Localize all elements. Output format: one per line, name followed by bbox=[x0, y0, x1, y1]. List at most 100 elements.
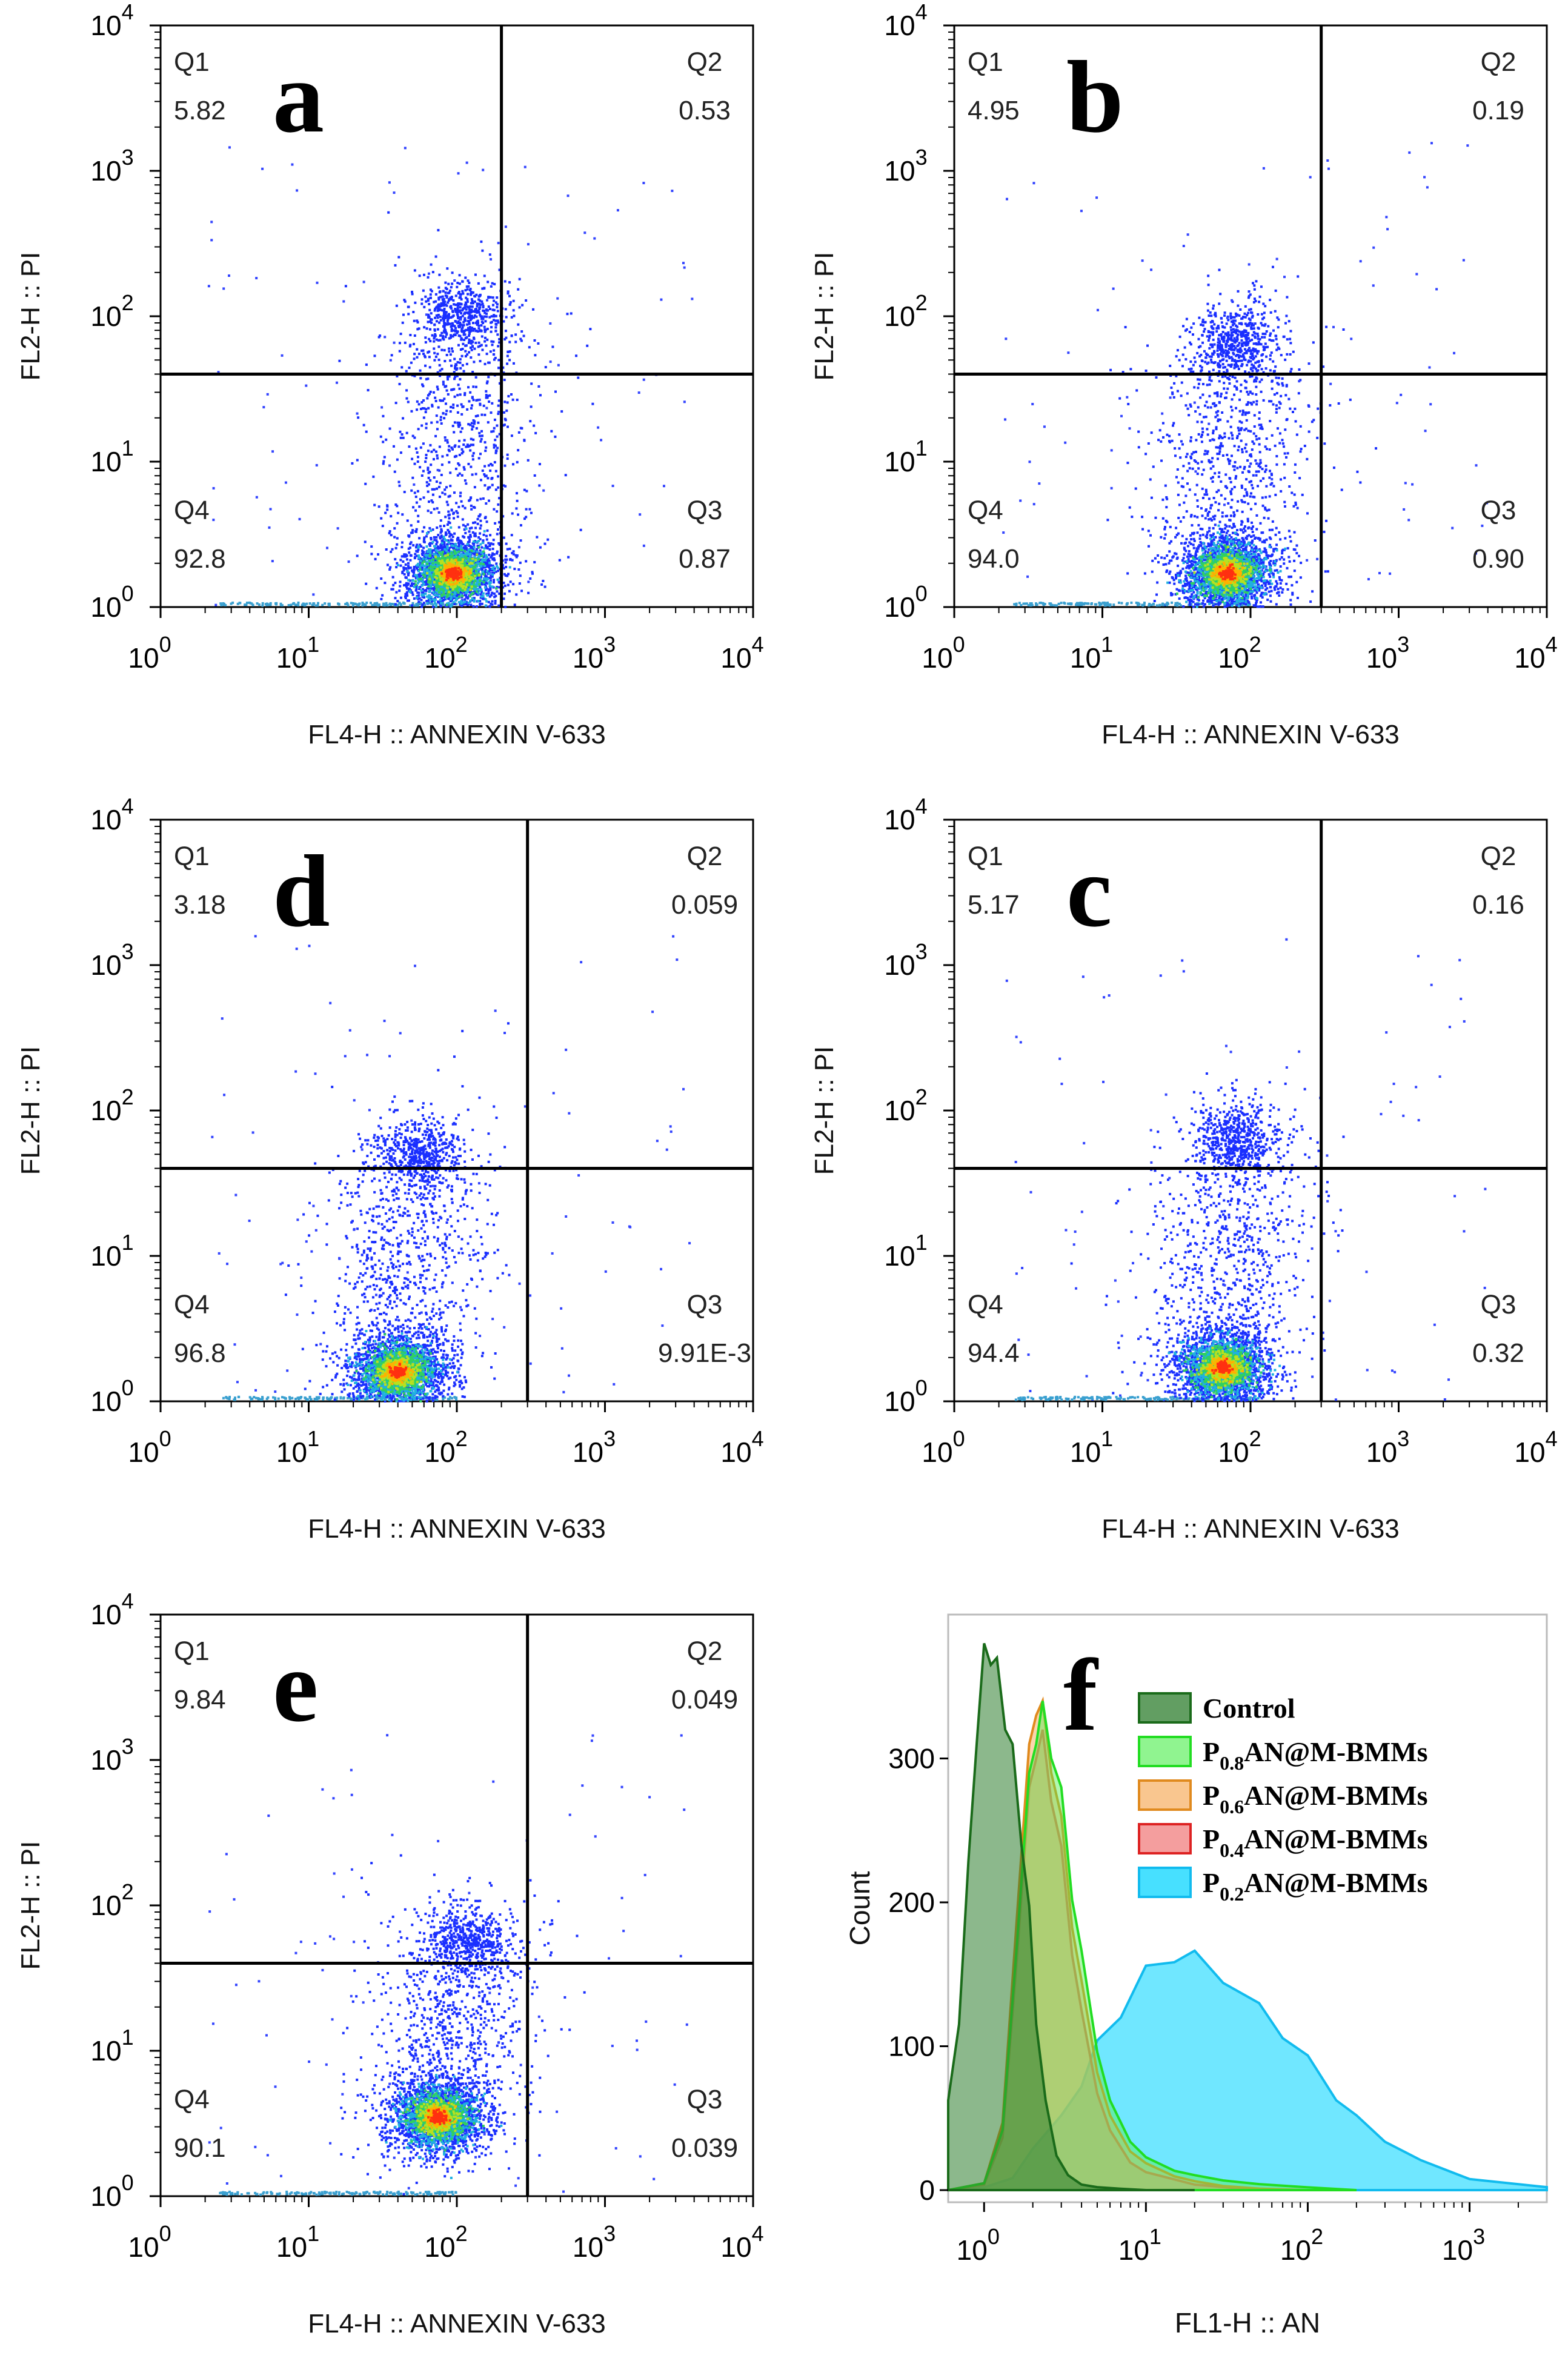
event-dot-dense bbox=[421, 562, 424, 565]
event-dot bbox=[507, 573, 510, 576]
event-dot-dense bbox=[484, 604, 487, 607]
event-dot-dense bbox=[488, 562, 491, 565]
event-dot bbox=[436, 428, 439, 431]
event-dot bbox=[435, 338, 438, 341]
event-dot bbox=[453, 325, 456, 328]
event-dot bbox=[437, 406, 440, 409]
event-dot bbox=[473, 300, 476, 303]
event-dot-dense bbox=[447, 503, 450, 506]
event-dot bbox=[314, 604, 317, 607]
event-dot bbox=[435, 320, 438, 323]
event-dot bbox=[365, 582, 368, 585]
event-dot-dense bbox=[395, 591, 398, 594]
event-dot-dense bbox=[436, 553, 439, 556]
event-dot-dense bbox=[486, 565, 489, 568]
event-dot bbox=[438, 496, 441, 499]
event-dot bbox=[274, 602, 277, 605]
event-dot bbox=[496, 590, 499, 593]
event-dot bbox=[437, 228, 440, 231]
event-dot bbox=[426, 484, 429, 487]
event-dot bbox=[474, 314, 477, 317]
event-dot-dense bbox=[430, 582, 433, 585]
event-dot bbox=[454, 333, 457, 336]
event-dot bbox=[456, 367, 459, 370]
event-dot bbox=[437, 345, 440, 348]
event-dot bbox=[422, 349, 425, 352]
event-dot-dense bbox=[447, 591, 450, 594]
event-dot bbox=[469, 497, 472, 500]
event-dot bbox=[461, 290, 464, 293]
event-dot bbox=[437, 309, 440, 312]
event-dot bbox=[485, 446, 488, 449]
event-dot-dense bbox=[477, 557, 480, 560]
event-dot-dense bbox=[485, 582, 488, 585]
event-dot-dense bbox=[479, 524, 482, 527]
event-dot bbox=[491, 282, 494, 285]
event-dot bbox=[365, 601, 368, 604]
event-dot bbox=[459, 358, 462, 361]
event-dot-dense bbox=[416, 591, 419, 594]
event-dot bbox=[462, 466, 465, 469]
event-dot-dense bbox=[438, 551, 441, 554]
event-dot bbox=[487, 376, 490, 379]
event-dot-dense bbox=[487, 570, 490, 573]
event-dot-dense bbox=[485, 538, 488, 541]
event-dot bbox=[436, 371, 439, 374]
event-dot-dense bbox=[471, 583, 474, 586]
event-dot bbox=[425, 481, 428, 484]
event-dot bbox=[436, 468, 439, 471]
event-dot bbox=[445, 353, 448, 356]
event-dot bbox=[445, 304, 448, 307]
event-dot bbox=[416, 490, 419, 493]
event-dot-dense bbox=[460, 600, 463, 603]
event-dot bbox=[443, 543, 446, 546]
event-dot bbox=[490, 430, 493, 433]
event-dot bbox=[439, 290, 442, 293]
event-dot bbox=[404, 300, 407, 303]
event-dot-dense bbox=[408, 546, 411, 549]
event-dot bbox=[435, 480, 438, 483]
event-dot bbox=[324, 602, 327, 605]
event-dot-dense bbox=[425, 535, 428, 538]
event-dot bbox=[487, 296, 490, 299]
event-dot-dense bbox=[488, 595, 491, 598]
event-dot bbox=[485, 382, 488, 385]
event-dot bbox=[417, 456, 420, 459]
event-dot bbox=[591, 402, 594, 405]
event-dot bbox=[364, 603, 367, 606]
event-dot-dense bbox=[496, 528, 499, 531]
event-dot bbox=[420, 302, 424, 305]
event-dot-dense bbox=[443, 585, 446, 588]
event-dot-dense bbox=[470, 545, 473, 548]
event-dot bbox=[682, 262, 685, 265]
event-dot bbox=[430, 312, 433, 315]
event-dot-dense bbox=[459, 603, 462, 606]
event-dot bbox=[527, 591, 530, 594]
event-dot bbox=[480, 320, 483, 324]
event-dot bbox=[410, 541, 413, 544]
event-dot bbox=[453, 431, 456, 434]
event-dot-dense bbox=[515, 556, 518, 559]
event-dot bbox=[423, 305, 426, 308]
event-dot bbox=[497, 412, 500, 415]
event-dot bbox=[429, 479, 432, 482]
event-dot bbox=[453, 371, 456, 374]
event-dot bbox=[411, 434, 414, 437]
event-dot bbox=[472, 310, 475, 313]
event-dot bbox=[436, 454, 439, 457]
event-dot bbox=[450, 364, 453, 367]
event-dot bbox=[503, 423, 506, 427]
event-dot bbox=[422, 442, 425, 445]
event-dot-dense bbox=[432, 575, 435, 578]
event-dot bbox=[437, 296, 440, 299]
event-dot-dense bbox=[444, 593, 447, 596]
event-dot-dense bbox=[460, 591, 463, 594]
event-dot-dense bbox=[431, 554, 434, 557]
event-dot bbox=[490, 411, 493, 414]
event-dot bbox=[453, 279, 456, 282]
event-dot bbox=[231, 601, 234, 604]
event-dot-dense bbox=[446, 543, 449, 546]
event-dot bbox=[637, 391, 640, 394]
event-dot bbox=[439, 546, 442, 549]
event-dot bbox=[461, 280, 464, 283]
